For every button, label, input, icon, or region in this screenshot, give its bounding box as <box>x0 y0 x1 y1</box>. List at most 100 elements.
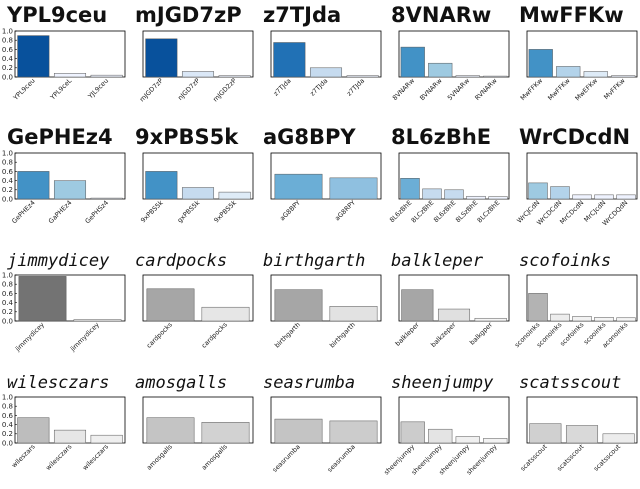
y-tick-label: 0.0 <box>2 317 13 325</box>
y-tick-label: 0.6 <box>2 46 14 54</box>
captcha-image-text: seasrumba <box>263 373 355 393</box>
bar <box>401 289 434 322</box>
bar <box>466 195 486 200</box>
x-tick-label: MwFFKw <box>546 76 572 102</box>
chart-svg: amosgalls amosgalls amosgalls <box>135 373 254 472</box>
captcha-image-text: wilesczars <box>7 373 109 393</box>
y-tick-label: 0.8 <box>2 281 13 289</box>
captcha-chart: wilesczars 0.0 0.2 0.4 0.6 0.8 1.0 wileszars wil… <box>0 366 128 488</box>
bar <box>550 186 570 200</box>
bar <box>274 173 323 200</box>
x-tick-label: balkgper <box>468 321 494 347</box>
y-tick-label: 0.4 <box>2 421 14 429</box>
axes-frame <box>270 274 382 322</box>
chart-svg: birthgarth birthgarth birthgarth <box>263 251 382 350</box>
x-tick-label: gxPBS5k <box>176 199 202 225</box>
bar <box>273 42 306 78</box>
x-tick-label: 8L6zBhE <box>388 199 413 224</box>
axes-frame <box>270 396 382 444</box>
bar <box>329 420 378 444</box>
bar <box>53 180 87 200</box>
x-tick-label: 5VNARw <box>446 76 472 102</box>
x-tick-label: mJGD2zP <box>211 77 238 104</box>
y-tick-label: 0.6 <box>2 168 14 176</box>
x-tick-label: aG8BPY <box>278 199 302 223</box>
y-tick-label: 1.0 <box>2 149 13 157</box>
chart-svg: WrCDcdNWrCJCdNWrCDCdNMrCDcdNMrCJcdNWrCDQ… <box>515 125 638 227</box>
bar <box>201 306 250 322</box>
bar <box>428 428 453 444</box>
bar <box>556 66 581 78</box>
bar <box>572 316 592 322</box>
bar <box>488 196 508 200</box>
x-tick-label: MrCDcdN <box>558 199 585 226</box>
bar <box>17 35 50 78</box>
bar <box>565 425 599 444</box>
chart-svg: z7TJda z7TJda z7TJda z7TJda <box>263 3 382 98</box>
bar <box>218 191 251 200</box>
axes-frame <box>14 274 126 322</box>
bar <box>483 75 508 78</box>
x-tick-label: aG8RPY <box>333 199 357 223</box>
captcha-chart: amosgalls amosgalls amosgalls <box>128 366 256 488</box>
bar <box>145 38 178 78</box>
bar <box>73 319 122 322</box>
x-tick-label: z7TJda <box>345 77 366 98</box>
x-tick-label: cardpocks <box>145 320 174 349</box>
x-tick-label: MwEFKw <box>573 76 599 102</box>
x-tick-label: wileszars <box>10 442 37 469</box>
axes-frame <box>398 30 510 78</box>
chart-svg: scofoinkssconoinkssconoinksscofoinksscoo… <box>513 251 638 350</box>
x-tick-label: amosgalls <box>145 442 174 471</box>
chart-svg: mJGD7zP mJGD7zP nJGD7zP mJGD2zP <box>135 3 254 104</box>
captcha-image-text: jimmydicey <box>7 251 110 271</box>
y-tick-label: 0.4 <box>2 55 14 63</box>
x-tick-label: birthgarth <box>328 321 357 350</box>
axes-frame <box>398 396 510 444</box>
axes-frame <box>526 30 638 78</box>
captcha-image-text: mJGD7zP <box>135 3 242 27</box>
x-tick-label: balkleper <box>394 321 421 348</box>
x-tick-label: 8LSzBhE <box>454 199 479 224</box>
chart-svg: cardpocks cardpocks cardpocks <box>135 251 254 350</box>
captcha-chart: jimmydicey 0.0 0.2 0.4 0.6 0.8 1.0 jimmydicey ji… <box>0 244 128 366</box>
captcha-image-text: z7TJda <box>263 3 341 27</box>
chart-svg: seasrumba seasrumba seasrumba <box>263 373 382 474</box>
captcha-chart: 9xPBS5k 9xPBS5k gxPBS5k 9xPBS5k <box>128 122 256 244</box>
bar <box>529 423 562 444</box>
bar <box>594 194 614 200</box>
bar <box>594 317 614 322</box>
captcha-chart: WrCDcdN WrCJCdN WrCDCdN MrCDcdN MrCJcdN WrCDQ… <box>512 122 640 244</box>
axes-frame <box>270 152 382 200</box>
y-tick-label: 1.0 <box>2 27 13 35</box>
chart-svg: sheenjumpysheenjumpysheenjumpysheenjumpy… <box>382 373 510 477</box>
bar <box>616 194 636 200</box>
bar <box>602 433 635 444</box>
y-tick-label: 0.8 <box>2 403 13 411</box>
captcha-chart: GePHEz4 0.0 0.2 0.4 0.6 0.8 1.0 GePHEz4 GaPHEz4 G… <box>0 122 128 244</box>
bar <box>146 288 195 322</box>
y-tick-label: 1.0 <box>2 271 13 279</box>
bar <box>437 308 471 322</box>
chart-svg: 8L6zBhE8L6zBhE8LCzBhE8L6zBhE8LSzBhE8LCzB… <box>388 125 510 225</box>
bar <box>329 306 378 322</box>
captcha-chart: mJGD7zP mJGD7zP nJGD7zP mJGD2zP <box>128 0 256 122</box>
captcha-image-text: YPL9ceu <box>6 3 107 27</box>
y-tick-label: 0.0 <box>2 439 13 447</box>
captcha-chart: sheenjumpy sheenjumpy sheenjumpy sheenjumpy… <box>382 366 512 488</box>
x-tick-label: mJGD7zP <box>138 77 165 104</box>
x-tick-label: 9xPBS5k <box>212 199 238 225</box>
x-tick-label: amosgalls <box>200 442 229 471</box>
x-tick-label: YPL9ceL <box>48 76 74 102</box>
captcha-chart: MwFFKw MwFFKw MwFFKw MwEFKw MvFFKw <box>512 0 640 122</box>
x-tick-label: scatsscout <box>555 442 585 472</box>
captcha-chart: cardpocks cardpocks cardpocks <box>128 244 256 366</box>
bar <box>422 188 442 200</box>
axes-frame <box>142 396 254 444</box>
x-tick-label: seasrumba <box>271 443 302 474</box>
captcha-image-text: WrCDcdN <box>519 125 630 149</box>
captcha-chart: YPL9ceu 0.0 0.2 0.4 0.6 0.8 1.0 YPL9ceu YPL9ceL Y… <box>0 0 128 122</box>
